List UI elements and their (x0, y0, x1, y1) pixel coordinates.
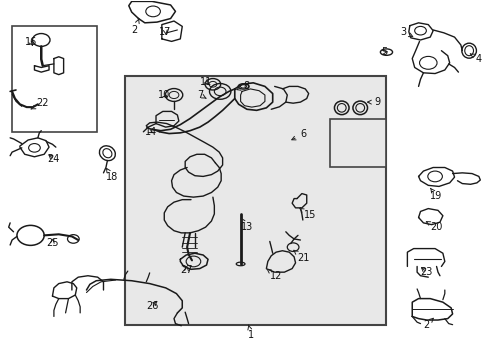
Text: 13: 13 (240, 219, 252, 232)
Text: 1: 1 (247, 325, 254, 341)
Text: 5: 5 (381, 47, 387, 57)
Text: 22: 22 (31, 98, 49, 109)
Text: 4: 4 (469, 54, 481, 64)
Bar (12, 26, 97, 132)
Circle shape (186, 256, 201, 267)
Text: 11: 11 (200, 77, 212, 87)
Text: 8: 8 (236, 81, 249, 91)
Text: 2: 2 (131, 19, 139, 35)
Text: 9: 9 (367, 97, 380, 107)
Text: 17: 17 (159, 27, 171, 37)
Text: 7: 7 (197, 90, 205, 100)
Text: 23: 23 (420, 267, 432, 277)
Text: 26: 26 (146, 301, 158, 311)
Text: 24: 24 (47, 154, 60, 164)
Text: 10: 10 (158, 90, 170, 100)
Text: 27: 27 (180, 265, 192, 275)
Text: 18: 18 (106, 168, 118, 182)
Text: 6: 6 (291, 129, 306, 140)
Text: 3: 3 (399, 27, 412, 37)
Bar (125, 76, 385, 325)
Text: 12: 12 (266, 269, 282, 281)
Text: 21: 21 (293, 250, 309, 263)
Text: 2: 2 (423, 318, 432, 330)
Text: 15: 15 (299, 208, 316, 220)
Text: 19: 19 (429, 188, 442, 201)
Text: 16: 16 (25, 37, 37, 48)
Text: 20: 20 (426, 222, 442, 232)
Bar (329, 119, 385, 167)
Text: 25: 25 (46, 238, 59, 248)
Text: 14: 14 (144, 127, 157, 137)
